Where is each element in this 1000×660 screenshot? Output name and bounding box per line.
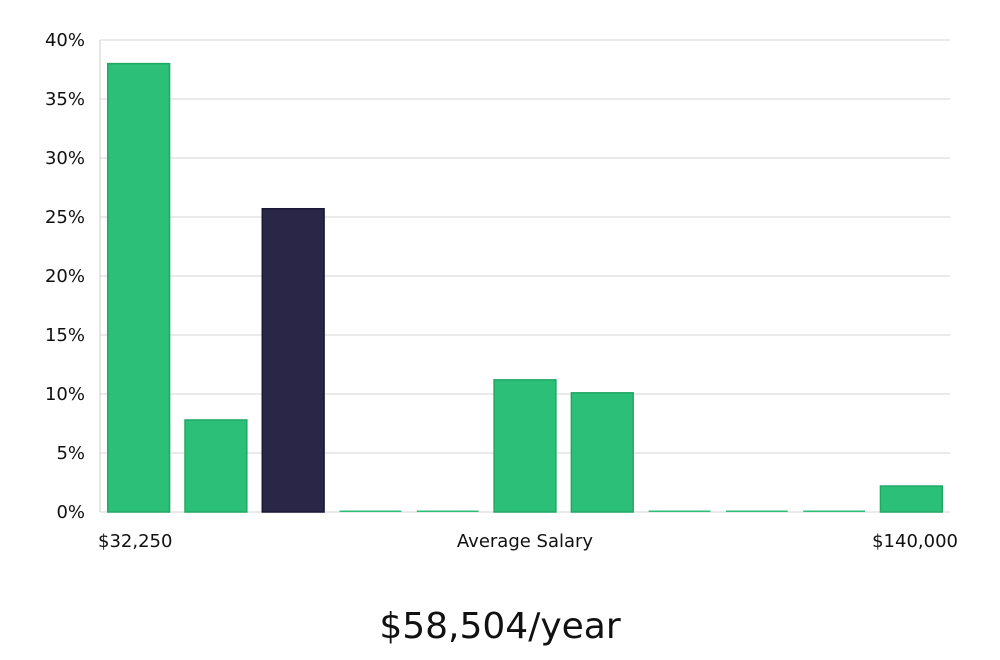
y-tick-label: 40%	[45, 30, 85, 51]
bar	[648, 510, 711, 512]
x-label-center: Average Salary	[457, 531, 594, 552]
y-tick-label: 5%	[56, 443, 85, 464]
bar	[570, 392, 634, 513]
x-label-min: $32,250	[98, 531, 172, 552]
bar	[184, 419, 248, 513]
y-tick-label: 15%	[45, 325, 85, 346]
bars	[106, 62, 944, 513]
bar	[416, 510, 479, 512]
y-tick-label: 10%	[45, 384, 85, 405]
bar	[879, 485, 944, 513]
y-tick-label: 30%	[45, 148, 85, 169]
y-tick-label: 35%	[45, 89, 85, 110]
average-salary-value: $58,504/year	[379, 606, 621, 647]
bar	[493, 379, 557, 513]
salary-histogram: 0% 5% 10% 15% 20% 25% 30% 35% 40% $32,250 Averag…	[45, 30, 958, 552]
bar	[106, 62, 171, 513]
x-label-max: $140,000	[872, 531, 958, 552]
bar	[725, 510, 788, 512]
bar-highlighted	[261, 207, 325, 513]
bar	[339, 510, 402, 512]
bar	[803, 510, 865, 512]
y-tick-label: 20%	[45, 266, 85, 287]
y-tick-label: 0%	[56, 502, 85, 523]
y-axis-ticks: 0% 5% 10% 15% 20% 25% 30% 35% 40%	[45, 30, 85, 523]
y-tick-label: 25%	[45, 207, 85, 228]
